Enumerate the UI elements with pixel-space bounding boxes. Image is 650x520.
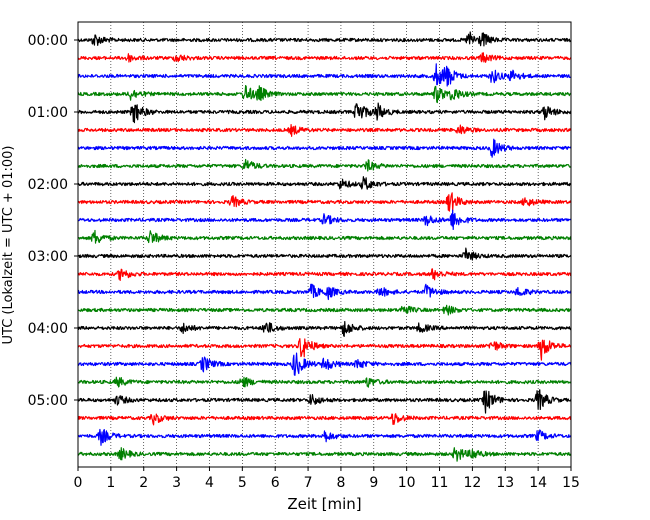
x-tick-label: 5 — [238, 475, 247, 491]
trace-0415 — [77, 338, 572, 361]
y-tick-label: 01:00 — [28, 105, 68, 121]
grid-lines — [110, 22, 539, 467]
x-tick-label: 15 — [562, 475, 580, 491]
x-tick-label: 1 — [106, 475, 115, 491]
trace-0500 — [77, 389, 572, 414]
traces — [77, 31, 572, 462]
trace-0245 — [77, 229, 572, 244]
trace-0100 — [77, 102, 572, 124]
x-tick-label: 10 — [398, 475, 416, 491]
trace-0130 — [77, 138, 572, 158]
x-tick-label: 6 — [271, 475, 280, 491]
trace-0300 — [77, 247, 572, 261]
trace-0400 — [77, 320, 572, 337]
x-tick-label: 8 — [336, 475, 345, 491]
x-tick-label: 7 — [304, 475, 313, 491]
y-tick-label: 02:00 — [28, 177, 68, 193]
y-tick-label: 03:00 — [28, 249, 68, 265]
y-tick-label: 00:00 — [28, 33, 68, 49]
trace-0145 — [77, 158, 572, 172]
trace-0430 — [77, 352, 572, 376]
x-tick-label: 12 — [463, 475, 481, 491]
trace-0445 — [77, 376, 572, 388]
y-axis: 00:00 01:00 02:00 03:00 04:00 05:00 — [28, 33, 78, 409]
plot-frame — [77, 21, 572, 468]
trace-0115 — [77, 124, 572, 137]
x-tick-label: 2 — [139, 475, 148, 491]
x-tick-label: 4 — [205, 475, 214, 491]
trace-0530 — [77, 428, 572, 446]
x-tick-label: 9 — [369, 475, 378, 491]
trace-0200 — [77, 176, 572, 190]
x-tick-label: 13 — [496, 475, 514, 491]
trace-0545 — [77, 447, 572, 462]
x-tick-label: 14 — [529, 475, 547, 491]
trace-0030 — [77, 63, 572, 87]
trace-0015 — [77, 52, 572, 63]
trace-0230 — [77, 209, 572, 231]
y-tick-label: 04:00 — [28, 321, 68, 337]
trace-0345 — [77, 304, 572, 316]
x-tick-label: 0 — [74, 475, 83, 491]
x-axis-label: Zeit [min] — [287, 495, 361, 513]
trace-0000 — [77, 31, 572, 47]
x-tick-label: 11 — [431, 475, 449, 491]
trace-0315 — [77, 268, 572, 282]
trace-0515 — [77, 413, 572, 426]
trace-0215 — [77, 192, 572, 212]
x-axis: 0 1 2 3 4 5 6 7 8 9 10 11 12 13 14 15 — [74, 467, 580, 491]
x-tick-label: 3 — [172, 475, 181, 491]
trace-0330 — [77, 283, 572, 301]
y-axis-label: UTC (Lokalzeit = UTC + 01:00) — [1, 146, 16, 345]
trace-0045 — [77, 84, 572, 104]
y-tick-label: 05:00 — [28, 393, 68, 409]
